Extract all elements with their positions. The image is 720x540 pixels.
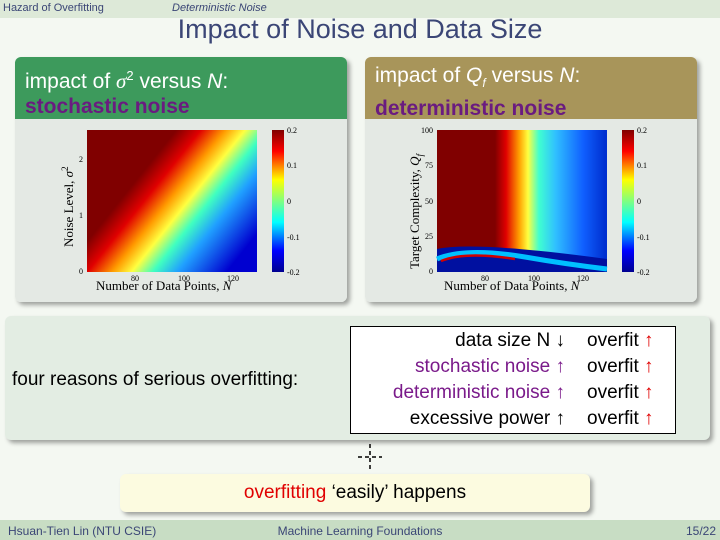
colorbar-label: -0.2 xyxy=(637,268,650,277)
text: impact of xyxy=(25,70,117,93)
tick-label: 0 xyxy=(429,267,433,276)
text: σ xyxy=(116,69,127,93)
text: Q xyxy=(407,156,422,166)
tick-label: 2 xyxy=(79,155,83,164)
panel-body: 0 1 2 80 100 120 0.2 0.1 0 -0.1 -0.2 Num… xyxy=(15,119,347,302)
text: 2 xyxy=(126,68,134,83)
reasons-table: data size N ↓ overfit ↑ stochastic noise… xyxy=(350,326,676,434)
tick-label: 120 xyxy=(227,274,239,283)
colorbar-label: -0.1 xyxy=(637,233,650,242)
tick-label: 50 xyxy=(425,197,433,206)
heatmap: 0 1 2 80 100 120 0.2 0.1 0 -0.1 -0.2 Num… xyxy=(60,126,300,293)
text: Number of Data Points, xyxy=(96,278,223,293)
text: : xyxy=(222,70,229,93)
x-label: Number of Data Points, N xyxy=(444,278,581,293)
top-bar: Hazard of Overfitting Deterministic Nois… xyxy=(0,0,720,18)
text: overfitting xyxy=(243,482,327,503)
reason-item: data size N ↓ xyxy=(455,330,565,351)
text: N xyxy=(570,278,581,293)
tick-label: 100 xyxy=(421,126,433,135)
footer: Hsuan-Tien Lin (NTU CSIE) Machine Learni… xyxy=(0,520,720,540)
subsection: Deterministic Noise xyxy=(172,2,267,14)
text: N xyxy=(559,64,575,87)
tick-label: 80 xyxy=(481,274,489,283)
colorbar-label: 0 xyxy=(637,197,641,206)
text: ‘easily’ happens xyxy=(326,482,467,503)
y-label: Target Complexity, Qf xyxy=(407,153,425,269)
tick-label: 100 xyxy=(178,274,190,283)
panel-header: impact of σ2 versus N: stochastic noise xyxy=(15,57,347,119)
text: versus xyxy=(485,64,560,87)
text: N xyxy=(207,70,223,93)
colorbar-label: 0.1 xyxy=(287,161,297,170)
text: Number of Data Points, xyxy=(444,278,571,293)
reason-result: overfit ↑ xyxy=(587,330,654,352)
text: 2 xyxy=(60,166,70,171)
course: Machine Learning Foundations xyxy=(277,524,443,538)
colorbar-label: 0 xyxy=(287,197,291,206)
slide-title: Impact of Noise and Data Size xyxy=(177,14,543,44)
y-label: Noise Level, σ2 xyxy=(60,166,76,247)
tick-label: 1 xyxy=(79,211,83,220)
tick-label: 80 xyxy=(131,274,139,283)
tick-label: 75 xyxy=(425,161,433,170)
emphasis: deterministic noise xyxy=(375,97,567,121)
panel-body: 0 25 50 75 100 80 100 120 0.2 0.1 0 -0.1… xyxy=(365,119,697,302)
text: ↑ xyxy=(644,408,654,429)
panel-header: impact of Qf versus N: deterministic noi… xyxy=(365,57,697,121)
tick-label: 120 xyxy=(577,274,589,283)
reason-result: overfit ↑ xyxy=(587,408,654,430)
text: : xyxy=(574,64,581,87)
reason-item: stochastic noise ↑ xyxy=(415,356,565,377)
emphasis: stochastic noise xyxy=(25,95,190,118)
conclusion-box: overfitting ‘easily’ happens xyxy=(120,474,590,512)
tick-label: 25 xyxy=(425,232,433,241)
author: Hsuan-Tien Lin (NTU CSIE) xyxy=(8,524,157,538)
panel: impact of Qf versus N: deterministic noi… xyxy=(365,57,697,302)
reason-result: overfit ↑ xyxy=(587,356,654,378)
reasons-box: four reasons of serious overfitting: dat… xyxy=(5,316,710,440)
colorbar-label: 0.2 xyxy=(287,126,297,135)
text: f xyxy=(482,76,486,91)
x-label: Number of Data Points, N xyxy=(96,278,233,293)
text: overfit xyxy=(587,330,645,351)
panel: impact of σ2 versus N: stochastic noise … xyxy=(15,57,347,302)
text: impact of xyxy=(375,64,467,87)
text: σ xyxy=(61,170,76,177)
text: N xyxy=(222,278,233,293)
heatmap: 0 25 50 75 100 80 100 120 0.2 0.1 0 -0.1… xyxy=(407,126,650,293)
text: f xyxy=(415,153,425,157)
text: Noise Level, xyxy=(61,177,76,247)
tick-label: 100 xyxy=(528,274,540,283)
reason-item: excessive power ↑ xyxy=(409,408,565,429)
colorbar-label: -0.2 xyxy=(287,268,300,277)
page-number: 15/22 xyxy=(685,524,716,538)
text: ↑ xyxy=(644,330,654,351)
tick-label: 0 xyxy=(79,267,83,276)
colorbar-label: 0.1 xyxy=(637,161,647,170)
text: ↑ xyxy=(644,382,654,403)
text: overfit xyxy=(587,408,645,429)
text: Target Complexity, xyxy=(407,166,422,269)
colorbar-label: -0.1 xyxy=(287,233,300,242)
text: overfit xyxy=(587,382,645,403)
text: ↑ xyxy=(644,356,654,377)
section: Hazard of Overfitting xyxy=(3,2,104,14)
colorbar-label: 0.2 xyxy=(637,126,647,135)
reason-item: deterministic noise ↑ xyxy=(392,382,565,403)
reason-result: overfit ↑ xyxy=(587,382,654,404)
arrow-icon xyxy=(358,444,382,470)
text: versus xyxy=(133,70,208,93)
reasons-label: four reasons of serious overfitting: xyxy=(12,369,299,390)
text: overfit xyxy=(587,356,645,377)
text: Q xyxy=(466,64,483,87)
